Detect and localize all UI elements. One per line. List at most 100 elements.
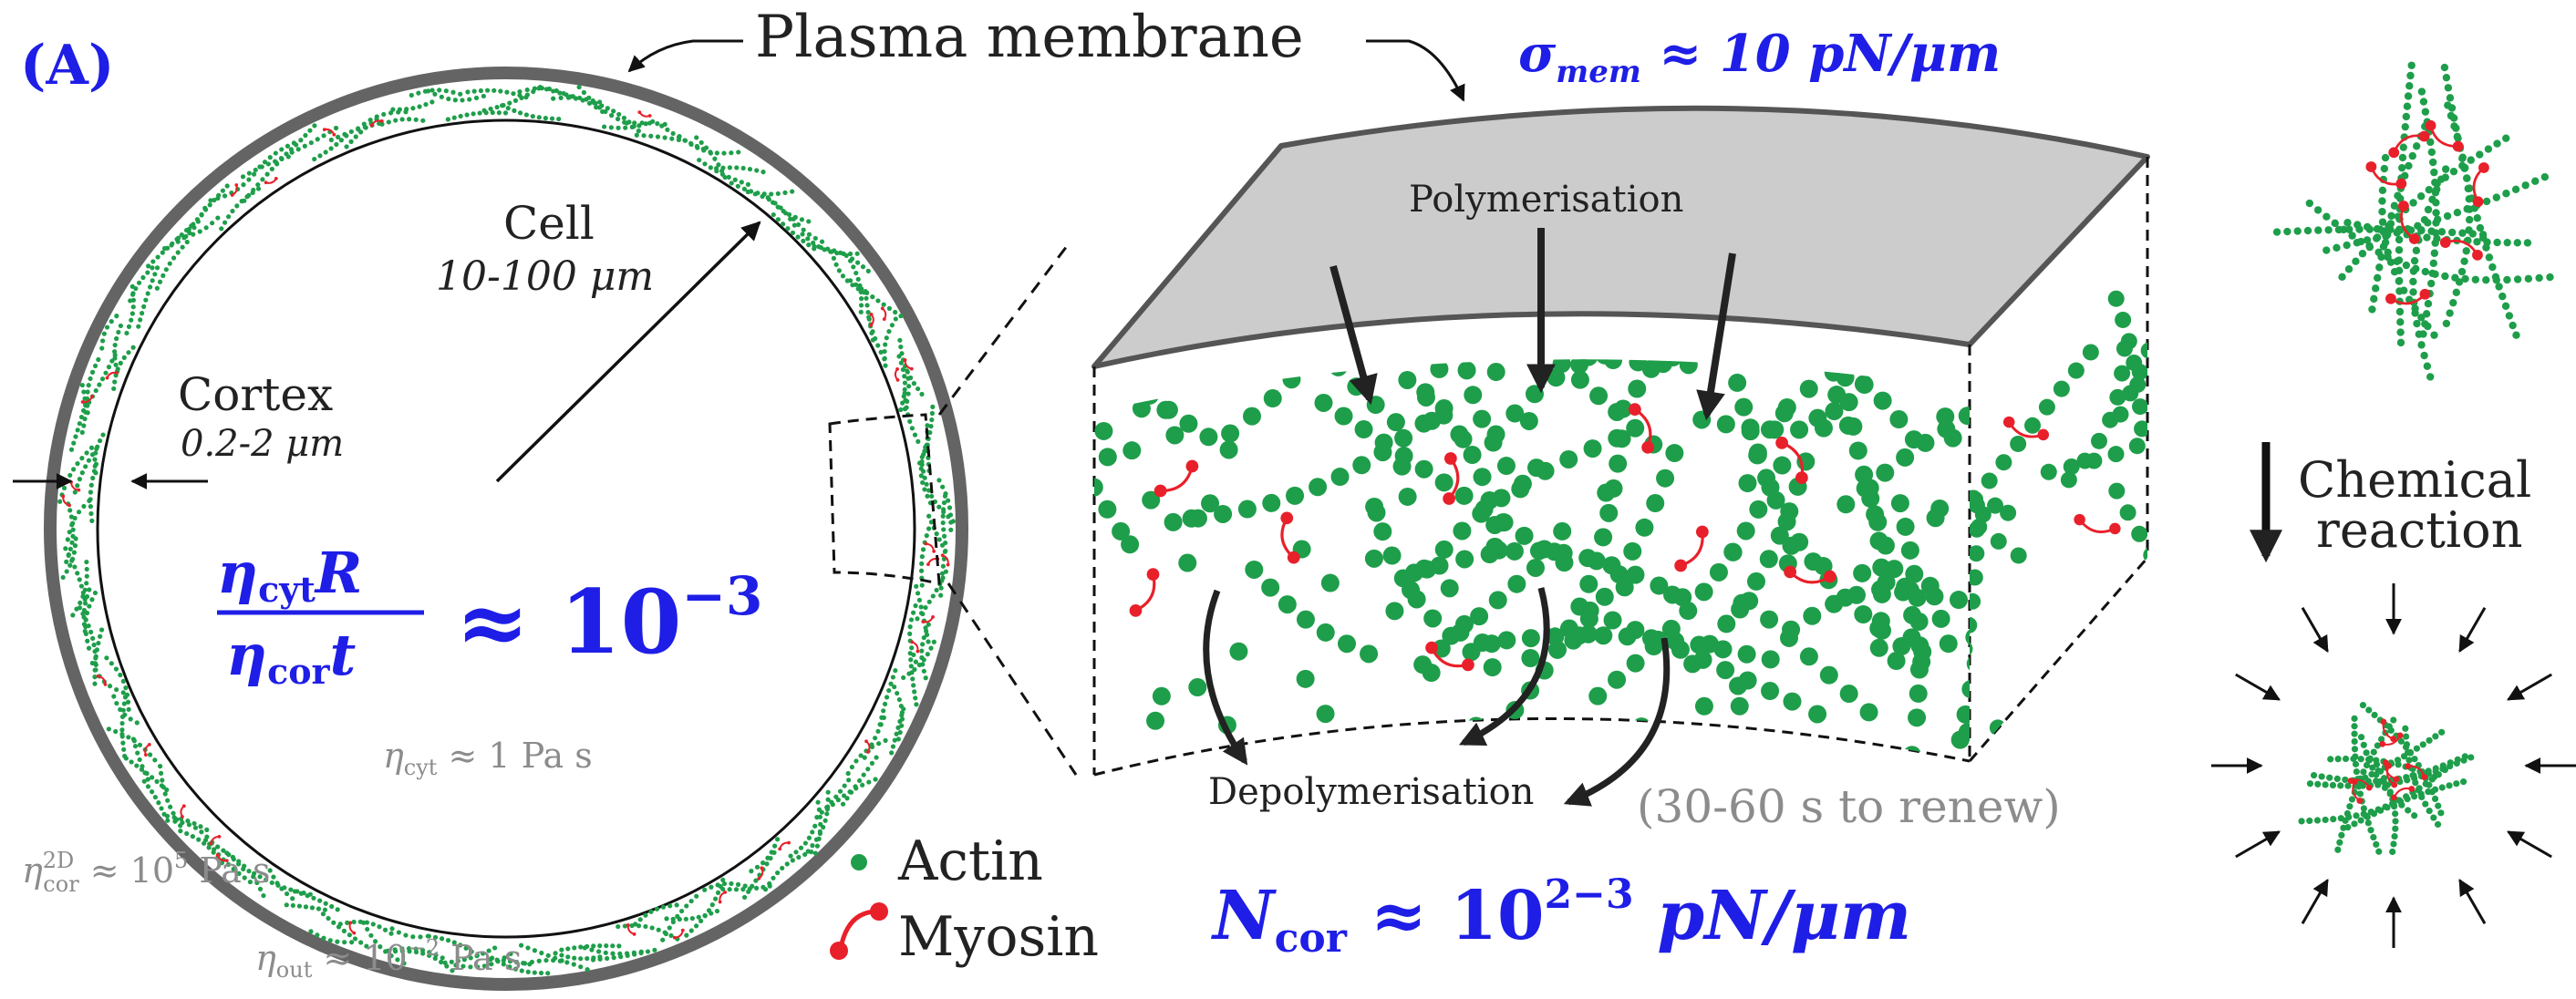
actin-monomer [1782, 536, 1801, 555]
actin-monomer [926, 513, 932, 519]
actin-monomer [1278, 595, 1297, 614]
actin-monomer [864, 303, 870, 308]
actin-monomer [2428, 158, 2437, 167]
actin-monomer [82, 597, 88, 602]
actin-monomer [475, 964, 481, 970]
actin-monomer [1296, 669, 1315, 688]
actin-monomer [132, 743, 139, 749]
actin-monomer [160, 273, 166, 278]
actin-monomer [161, 811, 167, 817]
actin-monomer [615, 116, 621, 122]
actin-monomer [2377, 252, 2385, 262]
actin-monomer [204, 827, 210, 832]
actin-monomer [1595, 587, 1614, 606]
myosin-head [103, 682, 108, 686]
actin-monomer [1559, 449, 1578, 469]
actin-monomer [65, 537, 70, 542]
cell-size-label: 10-100 μm [436, 253, 654, 300]
actin-monomer [904, 405, 909, 410]
actin-monomer [688, 898, 694, 904]
actin-monomer [1748, 443, 1767, 462]
actin-monomer [1112, 521, 1131, 541]
actin-monomer [892, 684, 897, 690]
actin-monomer [1518, 335, 1536, 354]
actin-monomer [1717, 614, 1736, 633]
cortex-label: Cortex [178, 368, 333, 421]
actin-monomer [1440, 579, 1459, 598]
actin-monomer [481, 108, 487, 113]
myosin-head [2391, 794, 2397, 801]
legend-actin-label: Actin [897, 829, 1043, 893]
actin-monomer [1723, 542, 1743, 561]
actin-monomer [2013, 643, 2032, 661]
actin-monomer [889, 323, 895, 328]
actin-monomer [829, 799, 834, 805]
actin-monomer [2353, 767, 2360, 776]
actin-monomer [329, 903, 335, 910]
actin-monomer [873, 736, 878, 741]
actin-monomer [342, 940, 347, 945]
actin-monomer [1615, 578, 1634, 597]
actin-monomer [92, 457, 98, 462]
actin-monomer [1811, 473, 1827, 489]
cell-radius-arrow [495, 221, 761, 483]
actin-monomer [1635, 518, 1654, 537]
actin-monomer [893, 309, 898, 315]
actin-monomer [601, 124, 607, 129]
actin-monomer [2060, 471, 2077, 489]
actin-monomer [682, 138, 688, 143]
actin-monomer [111, 386, 117, 392]
actin-monomer [806, 835, 812, 840]
actin-monomer [886, 687, 892, 694]
actin-monomer [1889, 410, 1909, 429]
actin-monomer [939, 571, 946, 576]
actin-monomer [2386, 790, 2394, 798]
actin-monomer [519, 95, 524, 100]
legend-actin-dot [851, 854, 867, 870]
actin-monomer [437, 88, 442, 93]
actin-monomer [694, 893, 699, 899]
actin-monomer [96, 640, 101, 646]
actin-monomer [585, 967, 590, 973]
actin-monomer [230, 208, 235, 214]
actin-monomer [2488, 263, 2497, 272]
actin-monomer [71, 467, 77, 472]
actin-monomer [721, 881, 728, 887]
myosin-head [680, 928, 685, 932]
actin-monomer [1582, 747, 1601, 767]
actin-monomer [901, 706, 906, 712]
actin-monomer [1903, 605, 1922, 624]
actin-monomer [2511, 185, 2520, 193]
actin-monomer [2364, 819, 2372, 827]
actin-monomer [819, 239, 825, 244]
actin-monomer [886, 329, 892, 335]
actin-monomer [924, 481, 929, 487]
actin-monomer [930, 593, 936, 599]
actin-monomer [326, 915, 331, 922]
actin-monomer [271, 874, 276, 880]
actin-monomer [796, 854, 802, 860]
actin-monomer [2546, 273, 2554, 282]
actin-monomer [836, 268, 842, 273]
actin-monomer [2387, 211, 2395, 221]
actin-monomer [469, 949, 474, 954]
actin-monomer [81, 503, 87, 510]
actin-monomer [565, 954, 571, 960]
actin-monomer [647, 120, 653, 126]
actin-monomer [2115, 311, 2132, 328]
actin-monomer [2381, 153, 2390, 162]
myosin-head [909, 366, 914, 371]
actin-monomer [284, 151, 289, 157]
depolymerisation-arrow-3 [1563, 637, 1671, 807]
actin-monomer [660, 937, 666, 942]
polymerisation-label: Polymerisation [1409, 179, 1683, 221]
actin-monomer [901, 675, 906, 681]
actin-monomer [2180, 186, 2197, 202]
actin-monomer [81, 423, 87, 428]
actin-monomer [2198, 627, 2214, 644]
actin-monomer [294, 142, 299, 148]
actin-monomer [1832, 359, 1851, 363]
actin-monomer [303, 904, 309, 910]
actin-monomer [118, 360, 123, 366]
actin-monomer [505, 106, 511, 111]
